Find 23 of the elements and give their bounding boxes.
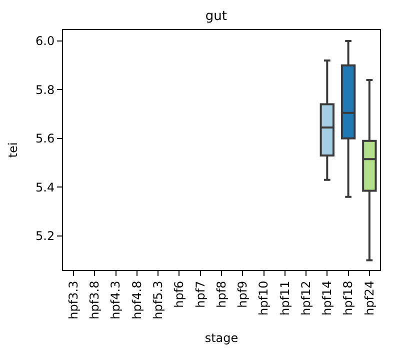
x-tick-label: hpf5.3 <box>151 280 165 320</box>
x-tick-label: hpf3.3 <box>66 280 80 320</box>
x-tick-label: hpf6 <box>172 280 186 308</box>
chart-title: gut <box>205 8 227 24</box>
x-tick-label: hpf8 <box>214 280 228 308</box>
x-tick-label: hpf14 <box>320 280 334 316</box>
y-tick-label: 5.6 <box>36 132 55 146</box>
y-tick-label: 6.0 <box>36 34 55 48</box>
x-tick-label: hpf4.8 <box>130 280 144 320</box>
x-tick-label: hpf10 <box>256 280 271 316</box>
x-tick-label: hpf12 <box>298 280 313 316</box>
x-tick-label: hpf24 <box>362 280 376 316</box>
x-tick-label: hpf4.3 <box>108 280 123 320</box>
y-tick-label: 5.8 <box>36 82 55 97</box>
y-tick-label: 5.2 <box>36 229 55 244</box>
x-tick-label: hpf11 <box>278 280 292 316</box>
x-tick-label: hpf3.8 <box>88 280 102 320</box>
y-tick-label: 5.4 <box>36 180 55 194</box>
y-axis-title: tei <box>6 142 20 158</box>
x-tick-label: hpf9 <box>236 280 250 308</box>
x-tick-label: hpf7 <box>193 280 208 308</box>
x-tick-label: hpf18 <box>341 280 356 316</box>
x-axis-title: stage <box>204 331 238 346</box>
